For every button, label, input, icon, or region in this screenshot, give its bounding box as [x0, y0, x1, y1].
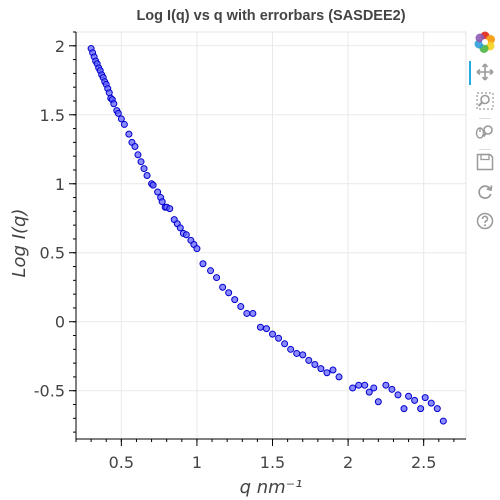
data-point	[199, 260, 207, 268]
data-point	[417, 405, 425, 413]
data-point	[323, 369, 331, 377]
data-point	[355, 381, 363, 389]
data-point	[374, 398, 382, 406]
data-point	[149, 181, 157, 189]
data-point	[176, 224, 184, 232]
data-point	[166, 205, 174, 213]
data-point	[225, 289, 233, 297]
data-point	[400, 405, 408, 413]
data-point	[262, 325, 270, 333]
data-point	[207, 267, 215, 275]
chart-title: Log I(q) vs q with errorbars (SASDEE2)	[136, 8, 405, 24]
y-tick-label: 2	[55, 37, 65, 56]
bokeh-logo-icon[interactable]	[472, 30, 498, 54]
data-point	[311, 360, 319, 368]
data-point	[110, 100, 118, 108]
data-point	[219, 283, 227, 291]
data-point	[249, 309, 257, 317]
data-point	[329, 366, 337, 374]
active-tool-indicator	[469, 61, 471, 85]
data-point	[213, 274, 221, 282]
x-tick-label: 1.5	[260, 453, 285, 472]
x-axis: 0.5 1 1.5 2 2.5	[75, 438, 466, 472]
y-tick-label: -0.5	[34, 382, 65, 401]
data-point	[182, 231, 190, 239]
x-tick-label: 1	[192, 453, 202, 472]
data-point	[305, 356, 313, 364]
data-point	[158, 198, 166, 206]
data-point	[405, 392, 413, 400]
data-point	[433, 405, 441, 413]
data-point	[243, 309, 251, 317]
data-point	[114, 109, 122, 117]
data-point	[256, 323, 264, 331]
save-icon[interactable]	[472, 150, 498, 174]
x-tick-label: 0.5	[109, 453, 134, 472]
data-point	[134, 151, 142, 159]
data-point	[125, 130, 133, 138]
data-point	[421, 394, 429, 402]
wheel-zoom-icon[interactable]	[472, 120, 498, 144]
data-point	[269, 330, 277, 338]
y-tick-label: 1	[55, 175, 65, 194]
data-point	[388, 385, 396, 393]
data-point	[411, 396, 419, 404]
data-point	[143, 171, 151, 179]
data-point	[237, 303, 245, 311]
data-point	[231, 296, 239, 304]
data-point	[117, 115, 125, 123]
pan-icon[interactable]	[469, 60, 498, 85]
x-tick-label: 2	[343, 453, 353, 472]
data-point	[365, 388, 373, 396]
data-point	[275, 334, 283, 342]
data-point	[361, 381, 369, 389]
plot-frame	[75, 31, 467, 440]
data-point	[394, 391, 402, 399]
x-axis-label: q nm⁻¹	[240, 477, 303, 498]
data-point	[281, 340, 289, 348]
data-point	[370, 384, 378, 392]
plot-area[interactable]	[75, 31, 467, 440]
data-point	[299, 351, 307, 359]
y-tick-label: 0.5	[40, 244, 65, 263]
y-axis-label: Log I(q)	[9, 209, 30, 278]
data-point	[317, 365, 325, 373]
data-point	[120, 120, 128, 128]
help-icon[interactable]	[472, 209, 498, 233]
data-point	[140, 165, 148, 173]
data-point	[382, 381, 390, 389]
data-point	[287, 345, 295, 353]
data-point	[131, 143, 139, 151]
data-point	[137, 158, 145, 166]
data-point	[439, 417, 447, 425]
y-tick-label: 0	[55, 313, 65, 332]
box-zoom-icon[interactable]	[472, 89, 498, 113]
data-points	[87, 45, 447, 425]
data-point	[154, 188, 162, 196]
data-point	[193, 245, 201, 253]
data-point	[349, 384, 357, 392]
y-tick-label: 1.5	[40, 106, 65, 125]
x-tick-label: 2.5	[411, 453, 436, 472]
data-point	[427, 399, 435, 407]
data-point	[335, 373, 343, 381]
y-axis: -0.5 0 0.5 1 1.5 2	[34, 31, 77, 439]
data-point	[293, 349, 301, 357]
reset-icon[interactable]	[472, 180, 498, 204]
